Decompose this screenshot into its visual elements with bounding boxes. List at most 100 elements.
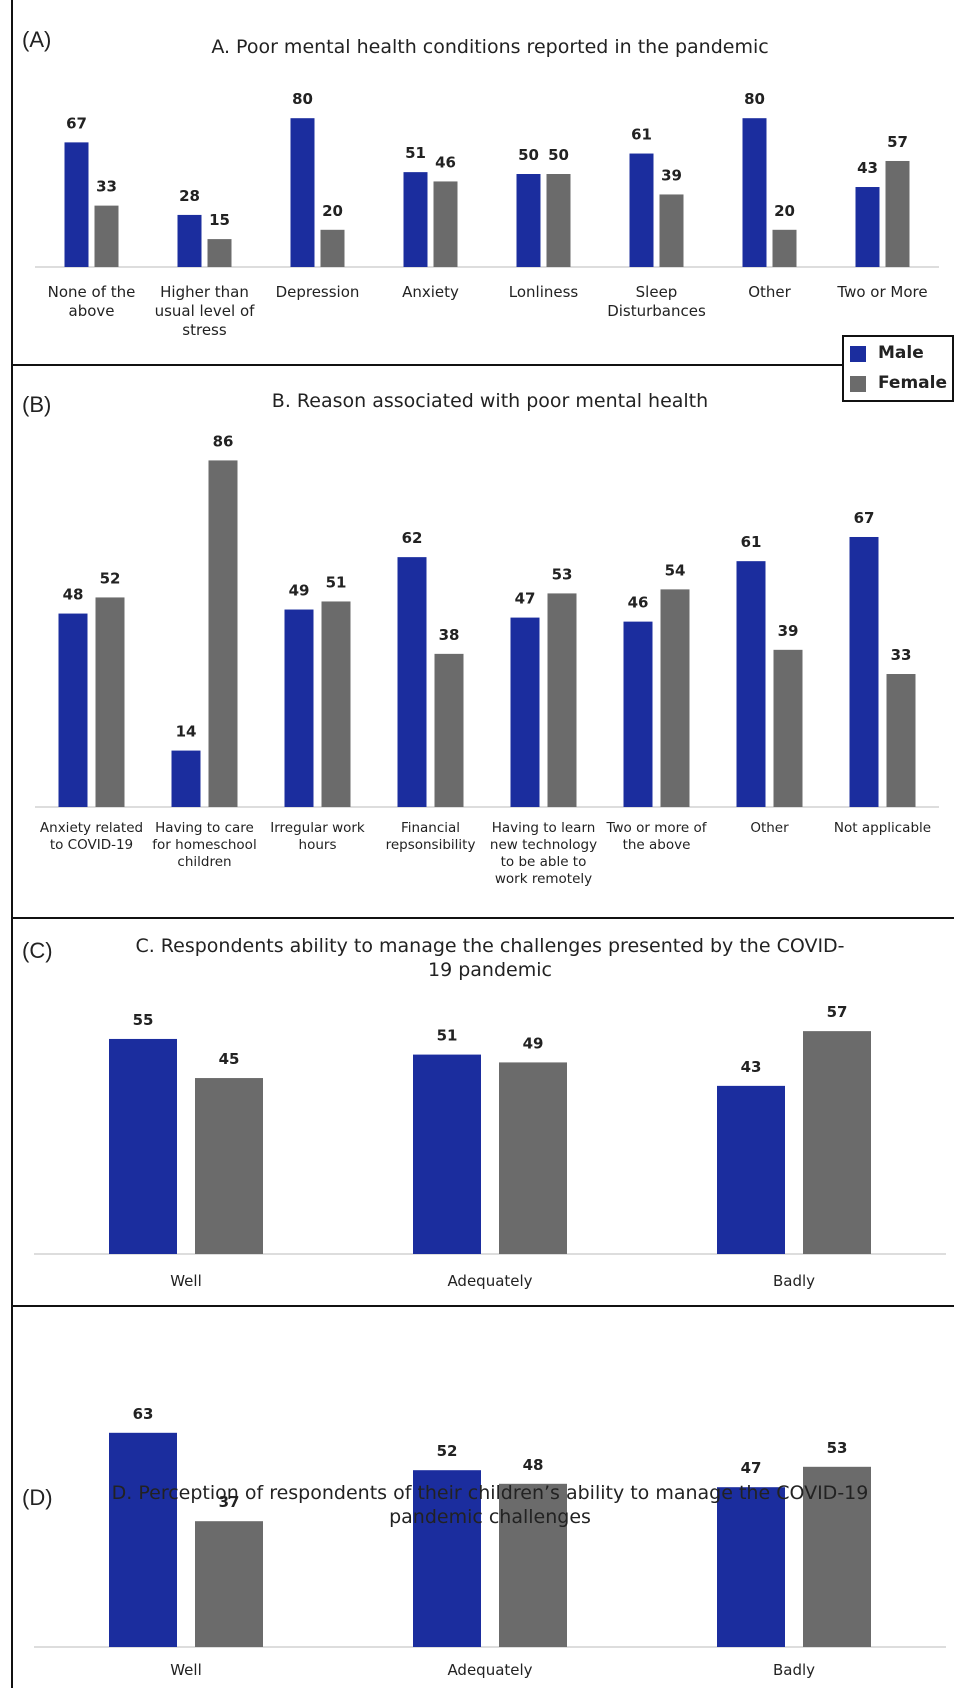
value-label: 80 (292, 90, 313, 108)
value-label: 53 (827, 1439, 848, 1457)
value-label: 55 (133, 1011, 154, 1029)
bar (177, 214, 202, 267)
panel-label: (D) (22, 1485, 53, 1510)
bar (109, 1432, 177, 1647)
value-label: 45 (219, 1050, 240, 1068)
value-label: 28 (179, 187, 200, 205)
value-label: 62 (402, 529, 423, 547)
panel-label: (C) (22, 938, 53, 963)
bar (660, 589, 690, 807)
value-label: 20 (774, 202, 795, 220)
value-label: 54 (665, 561, 686, 579)
bar (885, 160, 910, 267)
bar (58, 613, 88, 807)
x-tick-label: Two or More (837, 283, 928, 301)
value-label: 43 (741, 1058, 762, 1076)
x-tick-label: None of the above (47, 283, 136, 320)
x-tick-label: Badly (772, 1272, 816, 1290)
value-label: 48 (523, 1456, 544, 1474)
bar (516, 174, 541, 267)
bar (546, 174, 571, 267)
bar (403, 172, 428, 267)
bar (717, 1085, 785, 1254)
x-tick-label: Well (170, 1272, 202, 1290)
bar (547, 593, 577, 807)
value-label: 50 (518, 146, 539, 164)
x-tick-label: Well (170, 1661, 202, 1679)
bar (623, 621, 653, 807)
chart-title: A. Poor mental health conditions reporte… (211, 36, 769, 58)
value-label: 20 (322, 202, 343, 220)
x-tick-label: Other (750, 820, 789, 836)
bar (284, 609, 314, 807)
value-label: 53 (552, 565, 573, 583)
bar (290, 118, 315, 267)
x-tick-label: Anxiety (402, 283, 459, 301)
x-tick-label: Having to care for homeschool children (152, 820, 257, 870)
bar (195, 1521, 263, 1647)
value-label: 15 (209, 211, 230, 229)
value-label: 52 (100, 569, 121, 587)
value-label: 49 (289, 582, 310, 600)
x-tick-label: Badly (772, 1661, 816, 1679)
value-label: 48 (63, 586, 84, 604)
bar (413, 1054, 481, 1254)
bar (195, 1078, 263, 1254)
value-label: 49 (523, 1034, 544, 1052)
panel-label: (B) (22, 392, 52, 417)
bar (803, 1466, 871, 1647)
value-label: 39 (661, 166, 682, 184)
bar (434, 653, 464, 807)
x-tick-label: Adequately (447, 1272, 533, 1290)
bar (94, 205, 119, 267)
value-label: 80 (744, 90, 765, 108)
bar (321, 601, 351, 807)
bar (659, 194, 684, 267)
value-label: 38 (439, 626, 460, 644)
bar (320, 229, 345, 267)
bar (208, 460, 238, 807)
value-label: 14 (176, 723, 197, 741)
bar (629, 153, 654, 267)
bar (803, 1031, 871, 1254)
legend-swatch (850, 346, 866, 362)
bar (397, 557, 427, 807)
x-tick-label: Lonliness (508, 283, 579, 301)
value-label: 67 (66, 114, 87, 132)
value-label: 33 (891, 646, 912, 664)
x-tick-label: Depression (275, 283, 360, 301)
bar (171, 750, 201, 807)
value-label: 51 (405, 144, 426, 162)
x-tick-label: Higher than usual level of stress (154, 283, 255, 339)
value-label: 51 (437, 1027, 458, 1045)
value-label: 46 (628, 594, 649, 612)
bar (717, 1487, 785, 1647)
x-tick-label: Financial repsonsibility (385, 820, 476, 853)
x-tick-label: Having to learn new technology to be abl… (489, 820, 598, 887)
value-label: 47 (515, 590, 536, 608)
value-label: 51 (326, 573, 347, 591)
bar (95, 597, 125, 807)
value-label: 52 (437, 1442, 458, 1460)
x-tick-label: Adequately (447, 1661, 533, 1679)
chart-title: D. Perception of respondents of their ch… (111, 1482, 869, 1528)
value-label: 39 (778, 622, 799, 640)
value-label: 86 (213, 432, 234, 450)
chart-title: C. Respondents ability to manage the cha… (135, 935, 845, 981)
x-tick-label: Two or more of the above (606, 820, 707, 853)
value-label: 63 (133, 1405, 154, 1423)
value-label: 57 (887, 133, 908, 151)
bar (886, 674, 916, 807)
x-tick-label: Irregular work hours (270, 820, 365, 853)
bar (109, 1038, 177, 1254)
value-label: 47 (741, 1459, 762, 1477)
value-label: 50 (548, 146, 569, 164)
bar (499, 1483, 567, 1647)
bar (207, 239, 232, 267)
legend-label: Female (878, 373, 947, 393)
bar (510, 617, 540, 807)
panel-label: (A) (22, 27, 52, 52)
x-tick-label: Sleep Disturbances (607, 283, 706, 320)
value-label: 61 (741, 533, 762, 551)
